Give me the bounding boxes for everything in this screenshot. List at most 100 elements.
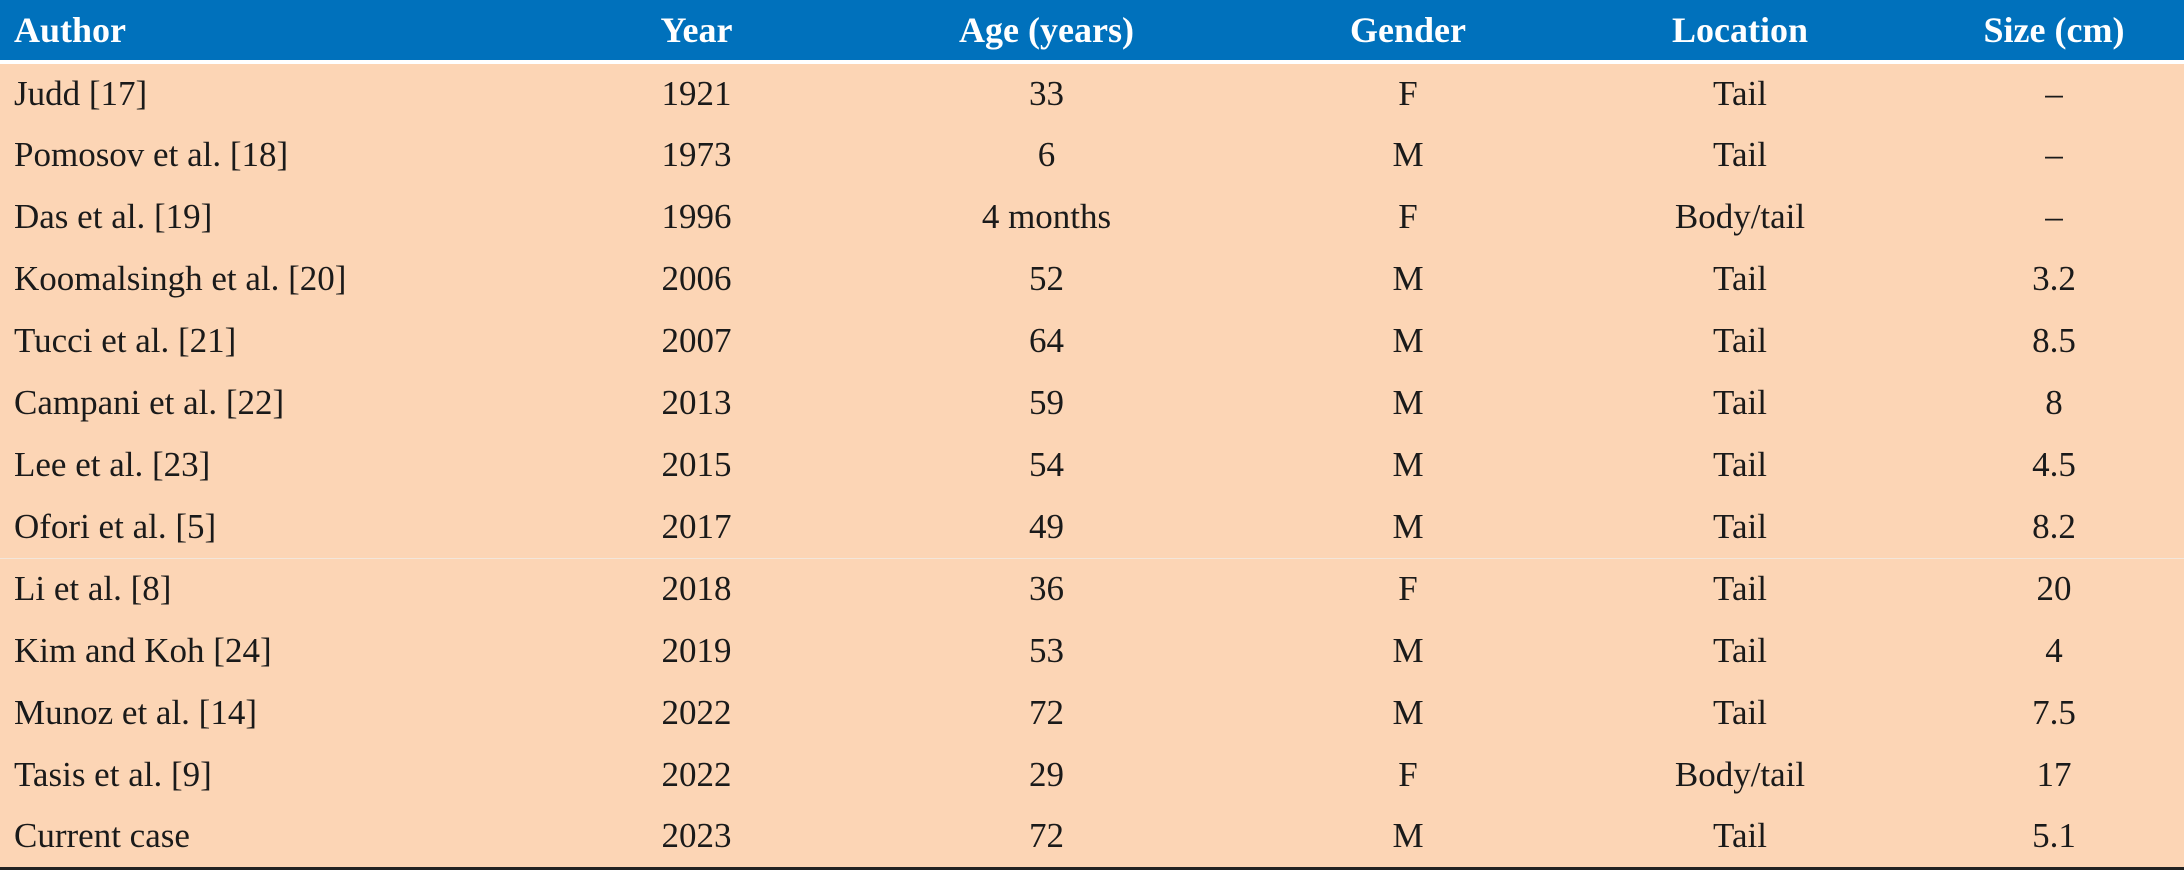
cell-location: Tail xyxy=(1713,321,1767,360)
cell-size: 17 xyxy=(2036,755,2072,794)
table-header: Author Year Age (years) Gender Location … xyxy=(0,0,2184,64)
cell-location: Tail xyxy=(1713,445,1767,484)
cell-size: – xyxy=(2045,197,2063,236)
cell-location: Tail xyxy=(1713,383,1767,422)
header-row: Author Year Age (years) Gender Location … xyxy=(0,0,2184,64)
table-row: Tucci et al. [21] 2007 64 M Tail 8.5 xyxy=(0,310,2184,372)
cell-gender: M xyxy=(1392,321,1424,360)
cell-location: Tail xyxy=(1713,506,1767,546)
cell-year: 2018 xyxy=(560,557,833,620)
table-row: Koomalsingh et al. [20] 2006 52 M Tail 3.2 xyxy=(0,248,2184,310)
cell-age: 6 xyxy=(1037,135,1056,174)
cell-age: 72 xyxy=(1029,693,1064,732)
cell-year: 2022 xyxy=(661,755,732,794)
cell-location: Tail xyxy=(1556,806,1924,870)
cell-size: 7.5 xyxy=(2032,693,2076,732)
cell-age: 49 xyxy=(1029,506,1064,546)
cell-age: 4 months xyxy=(981,197,1112,236)
header-author: Author xyxy=(0,0,560,64)
table-body: Judd [17] 1921 33 F Tail – Pomosov et al. [18]… xyxy=(0,62,2184,870)
cell-author: Li et al. [8] xyxy=(0,557,560,620)
table-row: Das et al. [19] 1996 4 months F Body/tail – xyxy=(0,186,2184,248)
cell-year: 2006 xyxy=(661,259,732,298)
cell-author: Munoz et al. [14] xyxy=(14,693,257,732)
cell-author: Koomalsingh et al. [20] xyxy=(14,259,347,298)
cell-year: 2019 xyxy=(661,631,732,670)
cell-age: 52 xyxy=(1029,259,1064,298)
cell-size: – xyxy=(2045,74,2063,113)
table-row: Current case 2023 72 M Tail 5.1 xyxy=(0,806,2184,870)
table-row: Judd [17] 1921 33 F Tail – xyxy=(0,62,2184,124)
cell-author: Campani et al. [22] xyxy=(14,383,285,422)
cell-year: 1973 xyxy=(661,135,732,174)
cell-author: Das et al. [19] xyxy=(14,197,213,236)
cell-year: 2017 xyxy=(661,506,732,546)
cell-gender: F xyxy=(1398,74,1418,113)
cell-gender: M xyxy=(1392,506,1424,546)
cell-size: 8.2 xyxy=(2032,506,2076,546)
cell-age: 36 xyxy=(833,557,1260,620)
cell-age: 59 xyxy=(1029,383,1064,422)
cell-age: 53 xyxy=(1029,631,1064,670)
header-location: Location xyxy=(1556,0,1924,64)
cell-year: 2013 xyxy=(661,383,732,422)
cell-size: 5.1 xyxy=(1924,806,2184,870)
cell-gender: M xyxy=(1392,693,1424,732)
cell-gender: M xyxy=(1392,135,1424,174)
table-row: Ofori et al. [5] 2017 49 M Tail 8.2 xyxy=(0,496,2184,558)
cell-location: Body/tail xyxy=(1674,197,1806,236)
cell-size: 8.5 xyxy=(2032,321,2076,360)
cell-location: Tail xyxy=(1713,631,1767,670)
cell-location: Tail xyxy=(1556,557,1924,620)
cell-gender: F xyxy=(1260,557,1556,620)
cell-author: Tucci et al. [21] xyxy=(14,321,237,360)
cell-author: Lee et al. [23] xyxy=(14,445,211,484)
cell-size: 3.2 xyxy=(2032,259,2076,298)
cell-year: 2022 xyxy=(661,693,732,732)
cell-author: Pomosov et al. [18] xyxy=(14,135,289,174)
cell-location: Tail xyxy=(1713,135,1767,174)
cell-age: 64 xyxy=(1029,321,1064,360)
cell-age: 33 xyxy=(1029,74,1064,113)
table-row: Pomosov et al. [18] 1973 6 M Tail – xyxy=(0,124,2184,186)
cell-author: Ofori et al. [5] xyxy=(14,506,217,546)
table-row: Munoz et al. [14] 2022 72 M Tail 7.5 xyxy=(0,682,2184,744)
cell-gender: M xyxy=(1392,259,1424,298)
header-gender: Gender xyxy=(1260,0,1556,64)
cell-year: 2007 xyxy=(661,321,732,360)
table-row: Kim and Koh [24] 2019 53 M Tail 4 xyxy=(0,620,2184,682)
cell-year: 1921 xyxy=(661,74,732,113)
cell-author: Current case xyxy=(0,806,560,870)
cell-location: Tail xyxy=(1713,74,1767,113)
cell-author: Tasis et al. [9] xyxy=(14,755,212,794)
table-row: Lee et al. [23] 2015 54 M Tail 4.5 xyxy=(0,434,2184,496)
cell-size: 20 xyxy=(1924,557,2184,620)
header-size: Size (cm) xyxy=(1924,0,2184,64)
cell-size: 4 xyxy=(2045,631,2063,670)
table-row: Tasis et al. [9] 2022 29 F Body/tail 17 xyxy=(0,744,2184,806)
header-age: Age (years) xyxy=(833,0,1260,64)
header-year: Year xyxy=(560,0,833,64)
table-row: Li et al. [8] 2018 36 F Tail 20 xyxy=(0,557,2184,620)
cell-author: Judd [17] xyxy=(14,74,148,113)
cell-gender: F xyxy=(1398,197,1418,236)
cell-gender: F xyxy=(1398,755,1418,794)
cell-gender: M xyxy=(1392,631,1424,670)
table-row: Campani et al. [22] 2013 59 M Tail 8 xyxy=(0,372,2184,434)
cell-gender: M xyxy=(1392,445,1424,484)
cell-size: 4.5 xyxy=(2032,445,2076,484)
cell-location: Body/tail xyxy=(1674,755,1806,794)
cell-location: Tail xyxy=(1713,693,1767,732)
cell-year: 1996 xyxy=(661,197,732,236)
cell-age: 72 xyxy=(833,806,1260,870)
cell-size: 8 xyxy=(2045,383,2063,422)
cell-gender: M xyxy=(1392,383,1424,422)
cell-year: 2015 xyxy=(661,445,732,484)
cell-age: 54 xyxy=(1029,445,1064,484)
cell-author: Kim and Koh [24] xyxy=(14,631,272,670)
cell-location: Tail xyxy=(1713,259,1767,298)
cell-age: 29 xyxy=(1029,755,1064,794)
cell-size: – xyxy=(2045,135,2063,174)
